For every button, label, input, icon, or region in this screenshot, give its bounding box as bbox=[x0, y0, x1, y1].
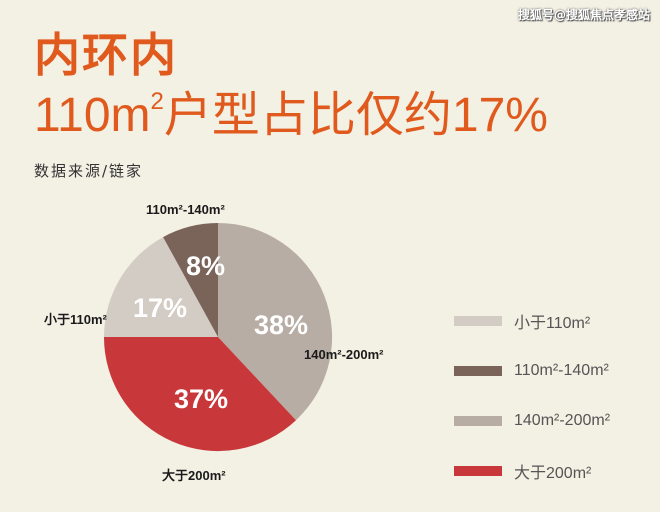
category-label-under-110: 小于110m² bbox=[44, 312, 107, 327]
slice-pct-110-140: 8% bbox=[186, 251, 226, 281]
legend-label: 140m²-200m² bbox=[514, 412, 611, 429]
legend-swatch bbox=[454, 366, 502, 376]
legend-swatch bbox=[454, 416, 502, 426]
legend-item-under-110: 小于110m² bbox=[454, 296, 610, 346]
slice-under-110 bbox=[104, 237, 218, 337]
slice-pct-140-200: 38% bbox=[254, 310, 309, 340]
page-subtitle: 110m2户型占比仅约17% bbox=[34, 89, 548, 142]
category-label-140-200: 140m²-200m² bbox=[304, 347, 384, 362]
slice-140-200 bbox=[218, 222, 333, 421]
subtitle-prefix: 110m bbox=[34, 89, 151, 142]
slice-110-140 bbox=[163, 223, 218, 337]
watermark: 搜狐号@搜狐焦点孝感站 bbox=[517, 8, 650, 22]
legend-label: 小于110m² bbox=[514, 315, 591, 332]
legend-item-110-140: 110m²-140m² bbox=[454, 346, 610, 396]
slice-pct-under-110: 17% bbox=[133, 293, 188, 323]
legend-swatch bbox=[454, 316, 502, 326]
legend-label: 110m²-140m² bbox=[514, 362, 609, 379]
legend-swatch bbox=[454, 466, 502, 476]
legend: 小于110m² 110m²-140m² 140m²-200m² 大于200m² bbox=[454, 296, 610, 496]
data-source: 数据来源/链家 bbox=[34, 162, 144, 180]
legend-item-140-200: 140m²-200m² bbox=[454, 396, 610, 446]
slice-pct-over-200: 37% bbox=[174, 384, 229, 414]
subtitle-suffix: 户型占比仅约17% bbox=[163, 89, 548, 142]
category-label-110-140: 110m²-140m² bbox=[146, 202, 225, 217]
subtitle-superscript: 2 bbox=[150, 88, 164, 115]
category-label-over-200: 大于200m² bbox=[162, 468, 226, 483]
page-title: 内环内 bbox=[34, 28, 178, 82]
slice-over-200 bbox=[103, 337, 297, 452]
legend-label: 大于200m² bbox=[514, 465, 592, 482]
legend-item-over-200: 大于200m² bbox=[454, 446, 610, 496]
